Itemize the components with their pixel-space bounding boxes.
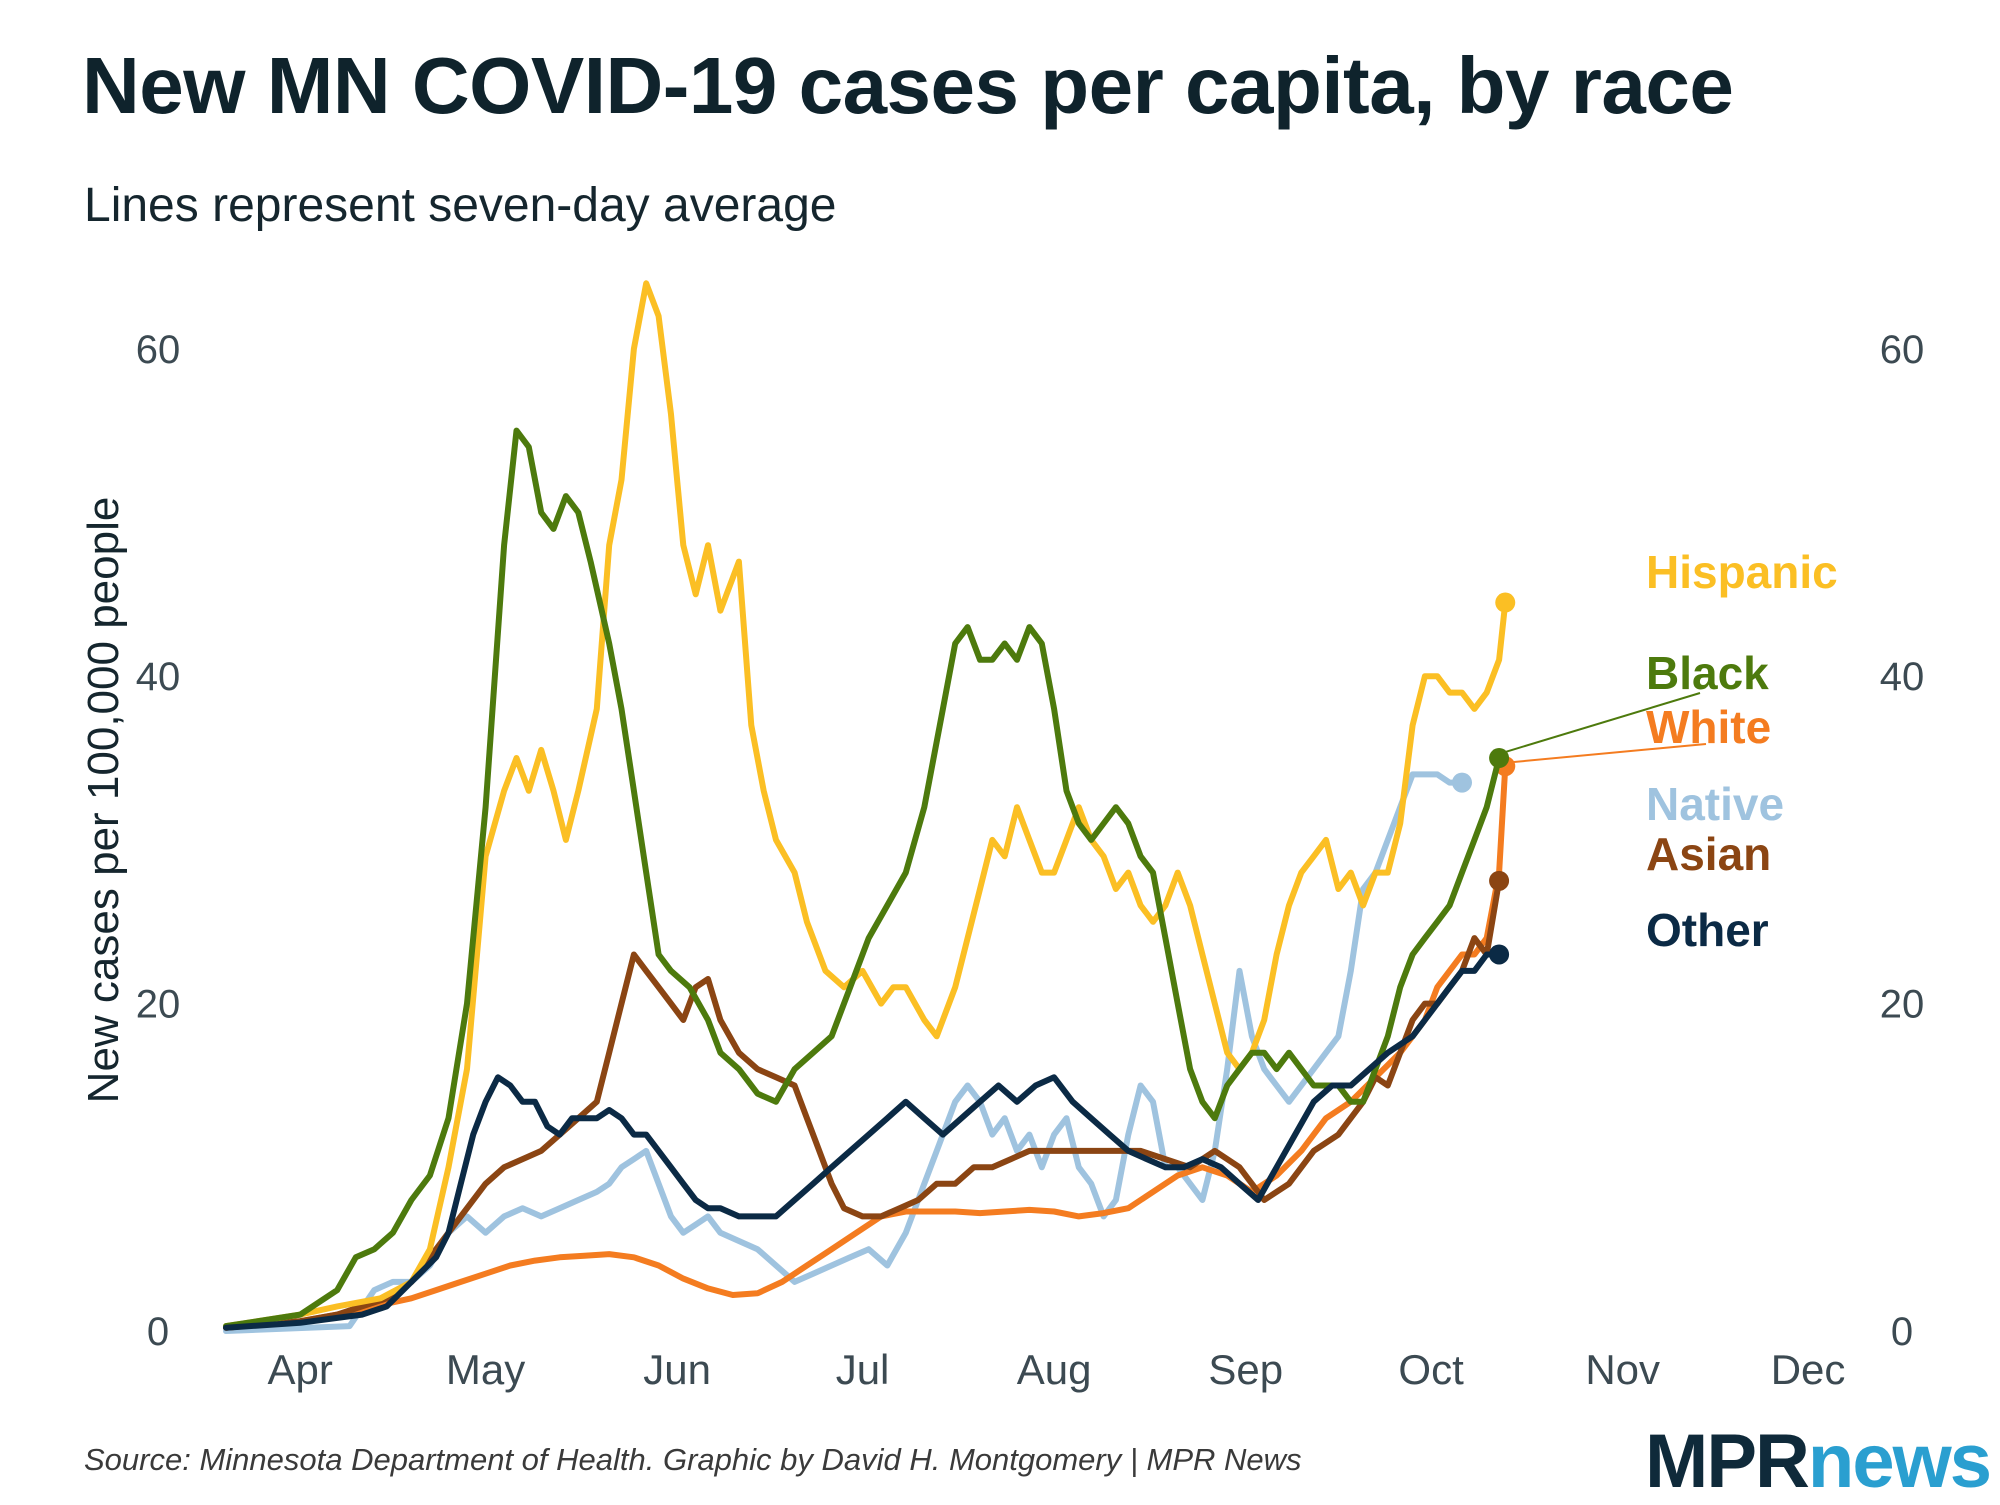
- series-line-asian: [223, 877, 1503, 1331]
- x-tick-apr: Apr: [267, 1346, 332, 1393]
- leader-line-white: [1511, 743, 1707, 764]
- end-label-white: White: [1646, 701, 1771, 753]
- y-tick-left: 60: [136, 328, 181, 372]
- x-axis: Apr May Jun Jul Aug Sep Oct Nov Dec: [267, 1346, 1845, 1393]
- series-line-other: [223, 951, 1503, 1331]
- chart-title: New MN COVID-19 cases per capita, by rac…: [82, 41, 1734, 130]
- leader-line-black: [1504, 692, 1701, 754]
- y-tick-left: 40: [136, 655, 181, 699]
- y-tick-left: 0: [147, 1310, 169, 1354]
- logo-mpr: MPR: [1645, 1419, 1810, 1504]
- x-tick-aug: Aug: [1017, 1346, 1092, 1393]
- y-axis-right: 0 20 40 60: [1880, 328, 1925, 1354]
- y-tick-right: 0: [1891, 1310, 1913, 1354]
- end-label-other: Other: [1646, 904, 1769, 956]
- y-tick-right: 40: [1880, 655, 1925, 699]
- x-tick-nov: Nov: [1585, 1346, 1660, 1393]
- x-tick-dec: Dec: [1771, 1346, 1846, 1393]
- series-lines: [223, 280, 1516, 1334]
- x-tick-may: May: [446, 1346, 525, 1393]
- series-end-dot-native: [1452, 772, 1472, 793]
- x-tick-jul: Jul: [836, 1346, 890, 1393]
- x-tick-oct: Oct: [1398, 1346, 1464, 1393]
- end-label-asian: Asian: [1646, 828, 1771, 880]
- y-tick-right: 60: [1880, 328, 1925, 372]
- y-axis-left: 0 20 40 60: [136, 328, 181, 1354]
- series-end-dot-other: [1489, 944, 1510, 965]
- x-tick-sep: Sep: [1208, 1346, 1283, 1393]
- series-line-black: [223, 427, 1503, 1330]
- y-tick-left: 20: [136, 983, 181, 1027]
- series-line-native: [223, 771, 1465, 1334]
- x-tick-jun: Jun: [643, 1346, 711, 1393]
- end-label-native: Native: [1646, 778, 1784, 830]
- series-end-dot-hispanic: [1495, 592, 1516, 613]
- series-line-hispanic: [223, 280, 1509, 1330]
- mpr-news-logo: MPRnews: [1645, 1418, 1992, 1505]
- source-note: Source: Minnesota Department of Health. …: [84, 1442, 1302, 1477]
- series-end-dot-black: [1489, 748, 1510, 769]
- series-line-white: [223, 763, 1509, 1331]
- end-label-hispanic: Hispanic: [1646, 546, 1838, 598]
- y-tick-right: 20: [1880, 983, 1925, 1027]
- chart-subtitle: Lines represent seven-day average: [84, 179, 837, 232]
- y-axis-label: New cases per 100,000 people: [79, 497, 128, 1104]
- series-end-dot-asian: [1489, 870, 1510, 891]
- logo-news: news: [1807, 1419, 1992, 1504]
- end-label-black: Black: [1646, 647, 1769, 699]
